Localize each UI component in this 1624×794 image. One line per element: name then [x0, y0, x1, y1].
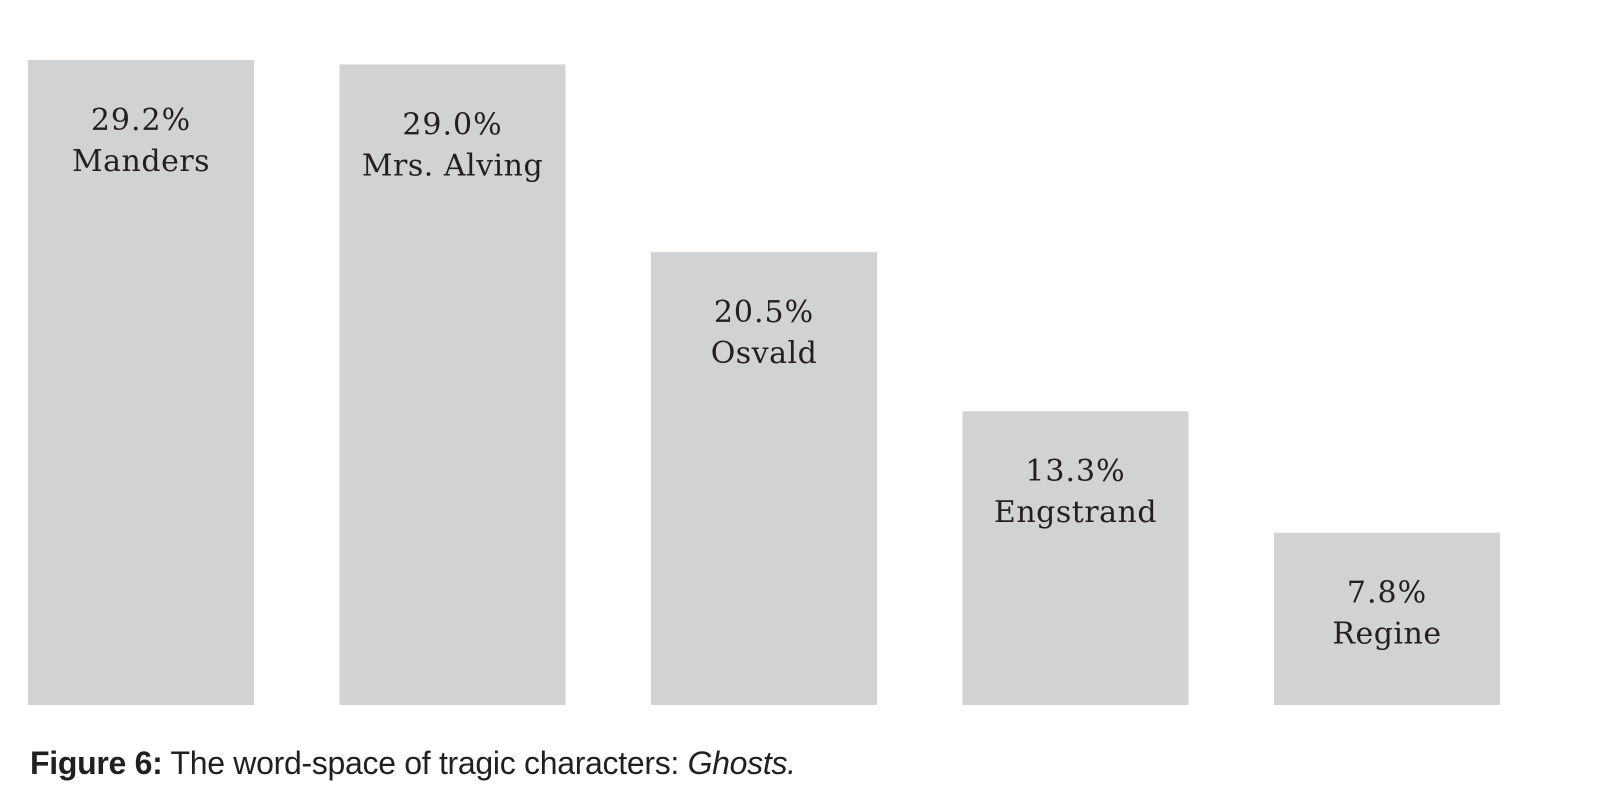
bar-category-label: Osvald: [711, 336, 818, 371]
figure-caption-title: Ghosts.: [687, 745, 796, 781]
bar-value-label: 13.3%: [1025, 454, 1125, 489]
bar-mrs-alving: [339, 64, 566, 706]
figure-label: Figure 6:: [30, 745, 163, 781]
bar-category-label: Manders: [72, 144, 210, 179]
figure-caption: Figure 6: The word-space of tragic chara…: [30, 745, 796, 782]
bar-category-label: Engstrand: [994, 495, 1157, 530]
bar-category-label: Regine: [1332, 617, 1441, 652]
bar-osvald: [651, 252, 877, 705]
bar-manders: [28, 60, 254, 705]
figure-caption-text: The word-space of tragic characters:: [162, 745, 688, 781]
bar-value-label: 7.8%: [1347, 576, 1427, 611]
bar-regine: [1274, 532, 1500, 705]
bar-value-label: 29.0%: [402, 107, 502, 142]
bar-value-label: 20.5%: [714, 295, 814, 330]
bar-category-label: Mrs. Alving: [362, 148, 543, 183]
bar-value-label: 29.2%: [91, 103, 191, 138]
bar-engstrand: [962, 411, 1189, 705]
